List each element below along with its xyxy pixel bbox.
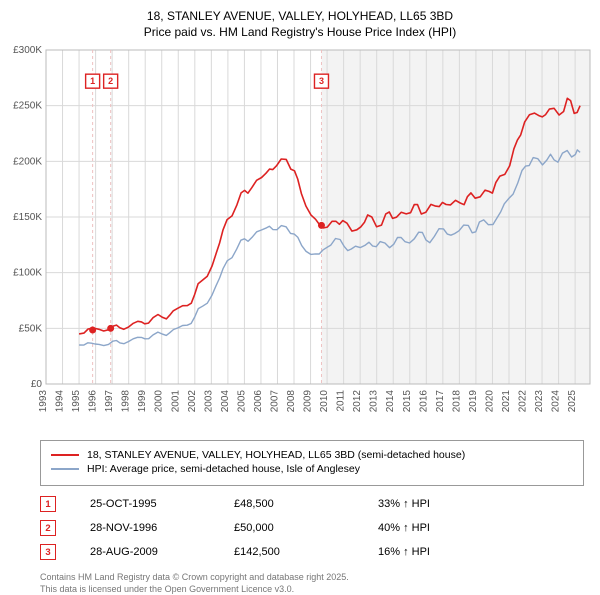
legend-label: HPI: Average price, semi-detached house,… [87, 463, 360, 475]
legend-swatch [51, 468, 79, 470]
svg-text:2020: 2020 [484, 390, 495, 413]
svg-text:£200K: £200K [13, 157, 42, 168]
svg-text:2016: 2016 [418, 390, 429, 413]
svg-text:1999: 1999 [137, 390, 148, 413]
title-line-1: 18, STANLEY AVENUE, VALLEY, HOLYHEAD, LL… [10, 8, 590, 24]
svg-text:£100K: £100K [13, 268, 42, 279]
title-line-2: Price paid vs. HM Land Registry's House … [10, 24, 590, 40]
license-text: Contains HM Land Registry data © Crown c… [40, 572, 584, 595]
svg-text:2002: 2002 [187, 390, 198, 413]
svg-text:1995: 1995 [71, 390, 82, 413]
svg-text:2010: 2010 [319, 390, 330, 413]
svg-text:3: 3 [319, 77, 324, 87]
svg-text:£0: £0 [31, 379, 43, 390]
svg-text:2004: 2004 [220, 390, 231, 413]
svg-text:2017: 2017 [435, 390, 446, 413]
marker-table: 1 25-OCT-1995 £48,500 33% ↑ HPI 2 28-NOV-1996… [40, 492, 584, 564]
legend-row: 18, STANLEY AVENUE, VALLEY, HOLYHEAD, LL… [51, 449, 573, 461]
svg-text:2025: 2025 [567, 390, 578, 413]
svg-text:2022: 2022 [518, 390, 529, 413]
svg-text:2006: 2006 [253, 390, 264, 413]
marker-table-row: 3 28-AUG-2009 £142,500 16% ↑ HPI [40, 540, 584, 564]
svg-text:1998: 1998 [121, 390, 132, 413]
svg-text:2015: 2015 [402, 390, 413, 413]
svg-text:2000: 2000 [154, 390, 165, 413]
marker-price: £48,500 [234, 498, 344, 510]
svg-text:£50K: £50K [19, 324, 43, 335]
svg-text:2018: 2018 [451, 390, 462, 413]
legend-row: HPI: Average price, semi-detached house,… [51, 463, 573, 475]
marker-date: 28-NOV-1996 [90, 522, 200, 534]
marker-hpi: 40% ↑ HPI [378, 522, 584, 534]
svg-text:2003: 2003 [203, 390, 214, 413]
svg-text:2009: 2009 [303, 390, 314, 413]
svg-text:£250K: £250K [13, 101, 42, 112]
legend: 18, STANLEY AVENUE, VALLEY, HOLYHEAD, LL… [40, 440, 584, 486]
legend-label: 18, STANLEY AVENUE, VALLEY, HOLYHEAD, LL… [87, 449, 465, 461]
svg-text:2: 2 [108, 77, 113, 87]
chart-title-block: 18, STANLEY AVENUE, VALLEY, HOLYHEAD, LL… [0, 0, 600, 44]
svg-text:2013: 2013 [369, 390, 380, 413]
svg-text:1997: 1997 [104, 390, 115, 413]
svg-text:2014: 2014 [385, 390, 396, 413]
marker-price: £142,500 [234, 546, 344, 558]
svg-text:2005: 2005 [236, 390, 247, 413]
legend-swatch [51, 454, 79, 456]
marker-date: 25-OCT-1995 [90, 498, 200, 510]
svg-text:1994: 1994 [55, 390, 66, 413]
chart-area: £0 £50K £100K £150K £200K £250K £300K 1993 1994 1… [4, 44, 596, 432]
svg-text:2024: 2024 [551, 390, 562, 413]
svg-text:2023: 2023 [534, 390, 545, 413]
svg-text:2021: 2021 [501, 390, 512, 413]
svg-text:2019: 2019 [468, 390, 479, 413]
transaction-point [318, 222, 325, 229]
marker-badge: 3 [40, 544, 56, 560]
svg-text:2012: 2012 [352, 390, 363, 413]
transaction-point [107, 325, 114, 332]
svg-text:1996: 1996 [88, 390, 99, 413]
svg-text:1993: 1993 [38, 390, 49, 413]
svg-text:1: 1 [90, 77, 95, 87]
marker-hpi: 33% ↑ HPI [378, 498, 584, 510]
svg-text:2008: 2008 [286, 390, 297, 413]
marker-table-row: 2 28-NOV-1996 £50,000 40% ↑ HPI [40, 516, 584, 540]
marker-badge: 2 [40, 520, 56, 536]
license-line-2: This data is licensed under the Open Gov… [40, 584, 584, 595]
marker-hpi: 16% ↑ HPI [378, 546, 584, 558]
marker-table-row: 1 25-OCT-1995 £48,500 33% ↑ HPI [40, 492, 584, 516]
license-line-1: Contains HM Land Registry data © Crown c… [40, 572, 584, 583]
svg-text:2011: 2011 [336, 390, 347, 412]
marker-price: £50,000 [234, 522, 344, 534]
svg-text:£150K: £150K [13, 212, 42, 223]
svg-text:2007: 2007 [269, 390, 280, 413]
transaction-point [89, 327, 96, 334]
marker-date: 28-AUG-2009 [90, 546, 200, 558]
svg-text:2001: 2001 [170, 390, 181, 413]
marker-badge: 1 [40, 496, 56, 512]
chart-svg: £0 £50K £100K £150K £200K £250K £300K 1993 1994 1… [4, 44, 596, 432]
svg-text:£300K: £300K [13, 45, 42, 56]
